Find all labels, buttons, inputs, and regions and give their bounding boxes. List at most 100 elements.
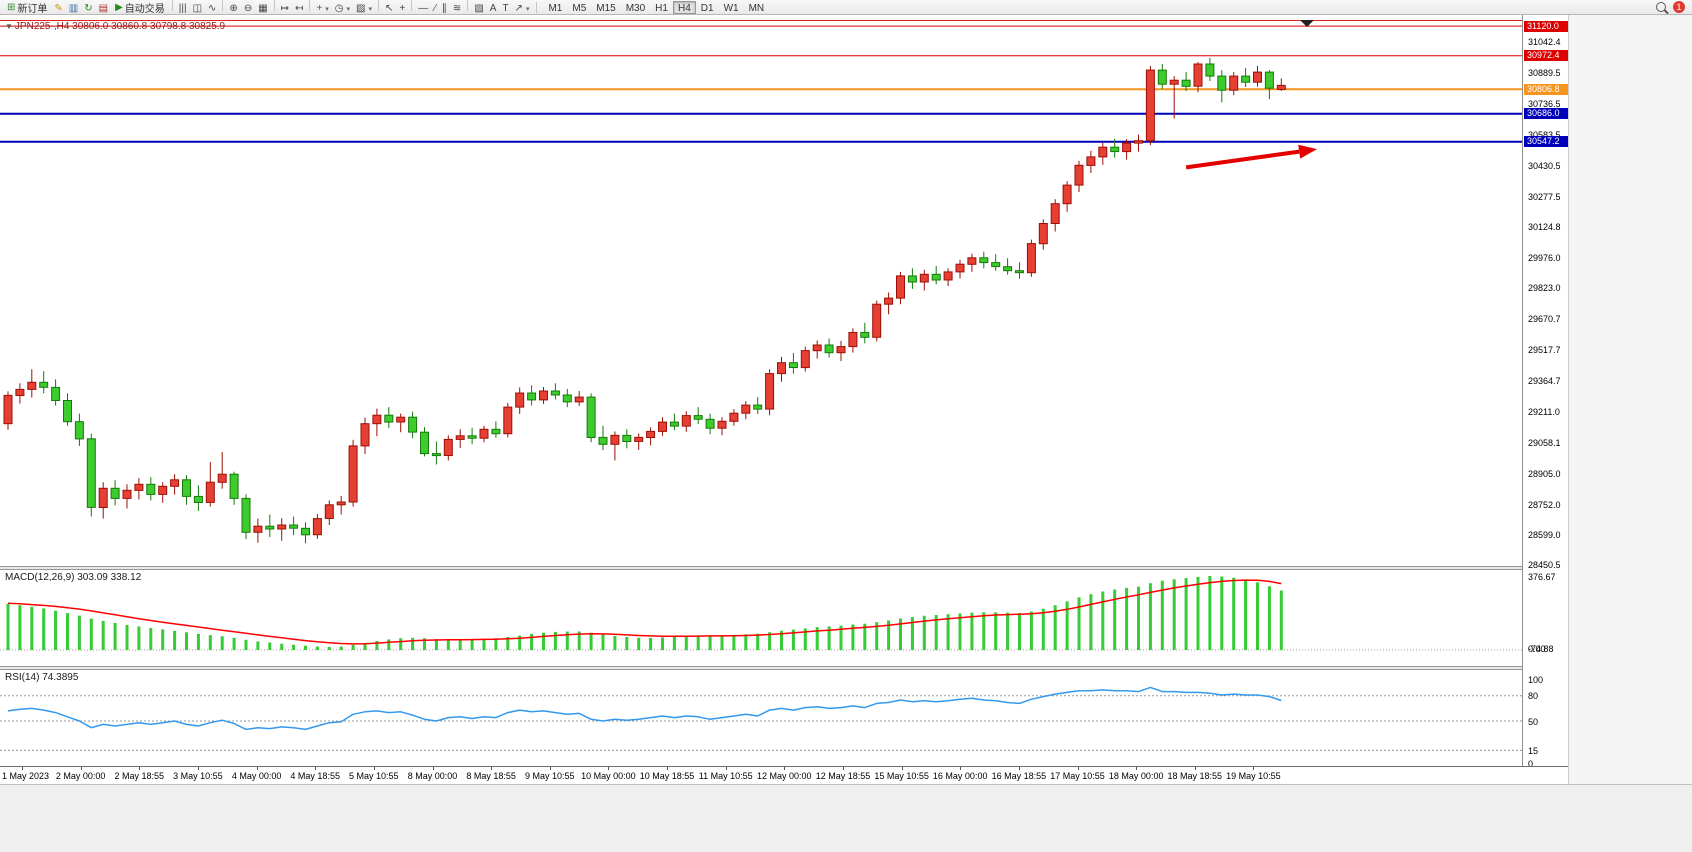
macd-histogram-bar <box>125 624 129 650</box>
price-tick: 30277.5 <box>1528 191 1561 202</box>
time-tick <box>1018 767 1020 770</box>
time-tick <box>1077 767 1079 770</box>
timeframe-m5[interactable]: M5 <box>572 2 587 14</box>
time-tick <box>315 767 317 770</box>
arrow-annotation[interactable] <box>1185 149 1300 170</box>
timeframe-mn[interactable]: MN <box>748 2 765 14</box>
macd-histogram-bar <box>220 636 224 651</box>
pane-splitter[interactable] <box>0 566 1568 570</box>
indicators-button[interactable]: + ▾ <box>313 2 331 15</box>
macd-histogram-bar <box>625 637 629 650</box>
chart-title: ▼ JPN225-,H4 30806.0 30860.8 30798.8 3082… <box>5 21 225 32</box>
text-label-button[interactable]: T <box>499 2 511 15</box>
trendline-button[interactable]: ∕ <box>431 2 439 15</box>
pane-splitter[interactable] <box>0 666 1568 670</box>
macd-histogram-bar <box>601 634 605 650</box>
timeframe-d1[interactable]: D1 <box>700 2 714 14</box>
autotrading-button[interactable]: ▶ 自动交易 <box>112 1 168 15</box>
horizontal-line-button[interactable]: — <box>415 2 431 15</box>
macd-histogram-bar <box>470 639 474 650</box>
macd-histogram-bar <box>1279 590 1283 651</box>
new-order-button[interactable]: ⊞ 新订单 <box>4 1 50 15</box>
arrow-objects-button[interactable]: ↗ ▾ <box>512 2 533 15</box>
zoom-in-button[interactable]: ⊕ <box>226 2 240 15</box>
auto-scroll-button[interactable]: ↦ <box>278 2 292 15</box>
macd-histogram-bar <box>791 629 795 650</box>
tile-windows-button[interactable]: ▦ <box>255 2 270 15</box>
rsi-pane-canvas[interactable] <box>0 670 1522 766</box>
timeframe-m1[interactable]: M1 <box>548 2 563 14</box>
macd-histogram-bar <box>113 622 117 650</box>
cursor-button[interactable]: ↖ <box>382 2 396 15</box>
timeframe-toolbar: M1 M5 M15 M30 H1 H4 D1 W1 MN <box>543 0 769 14</box>
macd-histogram-bar <box>637 637 641 650</box>
candle <box>182 479 191 497</box>
macd-histogram-bar <box>399 638 403 650</box>
macd-histogram-bar <box>161 629 165 650</box>
fibonacci-button[interactable]: ≋ <box>450 2 464 15</box>
candle <box>408 416 418 433</box>
macd-histogram-bar <box>1160 580 1164 650</box>
timeframe-h1[interactable]: H1 <box>655 2 668 14</box>
price-axis[interactable]: 31042.4 30889.5 30736.5 30583.5 30430.5 30277… <box>1522 15 1568 769</box>
text-button[interactable]: A <box>487 2 500 15</box>
macd-histogram-bar <box>1018 613 1021 650</box>
price-tick: 30430.5 <box>1528 160 1561 171</box>
timeframe-m30[interactable]: M30 <box>625 2 646 14</box>
candle <box>420 431 429 455</box>
macd-pane-canvas[interactable] <box>0 570 1522 666</box>
terminal-button[interactable]: ▤ <box>96 2 111 15</box>
market-watch-button[interactable]: ▥ <box>66 2 81 15</box>
periods-button[interactable]: ◷ ▾ <box>332 2 353 15</box>
macd-name: MACD(12,26,9) <box>5 572 75 583</box>
price-tick: 28905.0 <box>1528 468 1561 479</box>
bar-chart-button[interactable]: ||| <box>176 2 190 15</box>
macd-histogram-bar <box>423 638 426 650</box>
main-chart-canvas[interactable] <box>0 20 1522 566</box>
candles-button[interactable]: ◫ <box>190 2 205 15</box>
macd-axis-tick: 0.00 <box>1528 643 1546 654</box>
timeframe-h4[interactable]: H4 <box>672 0 696 14</box>
timeframe-m15[interactable]: M15 <box>596 2 616 14</box>
chart-ohlc-values: 30806.0 30860.8 30798.8 30825.9 <box>72 21 226 32</box>
crosshair-button[interactable]: + <box>396 2 408 15</box>
candle <box>955 263 965 273</box>
candle <box>1098 146 1108 158</box>
candle <box>586 396 596 439</box>
time-axis[interactable]: 1 May 2023 2 May 00:00 2 May 18:55 3 May 10… <box>0 766 1568 784</box>
shapes-button[interactable]: ▧ <box>471 2 486 15</box>
price-tick: 29670.7 <box>1528 314 1561 325</box>
zoom-out-button[interactable]: ⊖ <box>241 2 255 15</box>
refresh-button[interactable]: ↻ <box>81 2 95 15</box>
metaeditor-button[interactable]: ✎ <box>51 2 65 15</box>
macd-histogram-bar <box>839 625 843 650</box>
notification-badge[interactable]: 1 <box>1673 1 1685 13</box>
time-tick <box>549 767 551 770</box>
time-tick <box>197 767 199 770</box>
macd-histogram-bar <box>720 635 724 650</box>
candle <box>170 479 180 487</box>
candle <box>991 262 1001 268</box>
macd-histogram-bar <box>1113 589 1117 650</box>
chart-shift-marker[interactable] <box>1300 20 1314 27</box>
candle <box>1253 71 1262 83</box>
macd-histogram-bar <box>208 635 212 650</box>
symbol-dropdown-icon[interactable]: ▼ <box>5 22 13 31</box>
templates-button[interactable]: ▨ ▾ <box>353 2 375 15</box>
search-button[interactable] <box>1653 1 1669 14</box>
candle <box>872 303 882 338</box>
candle <box>51 386 61 401</box>
candle <box>824 344 834 354</box>
chart-top-margin <box>0 15 1522 20</box>
crosshair-icon: + <box>399 3 406 14</box>
channel-button[interactable]: ∥ <box>439 2 450 15</box>
time-label: 2 May 00:00 <box>55 771 106 781</box>
line-chart-button[interactable]: ∿ <box>205 2 219 15</box>
toolbar-separator <box>222 0 224 11</box>
chart-shift-button[interactable]: ↤ <box>292 2 306 15</box>
autotrading-icon: ▶ <box>115 1 123 13</box>
timeframe-w1[interactable]: W1 <box>723 2 739 14</box>
macd-histogram-bar <box>744 634 748 650</box>
macd-histogram-bar <box>482 638 486 650</box>
time-label: 10 May 18:55 <box>639 771 695 781</box>
